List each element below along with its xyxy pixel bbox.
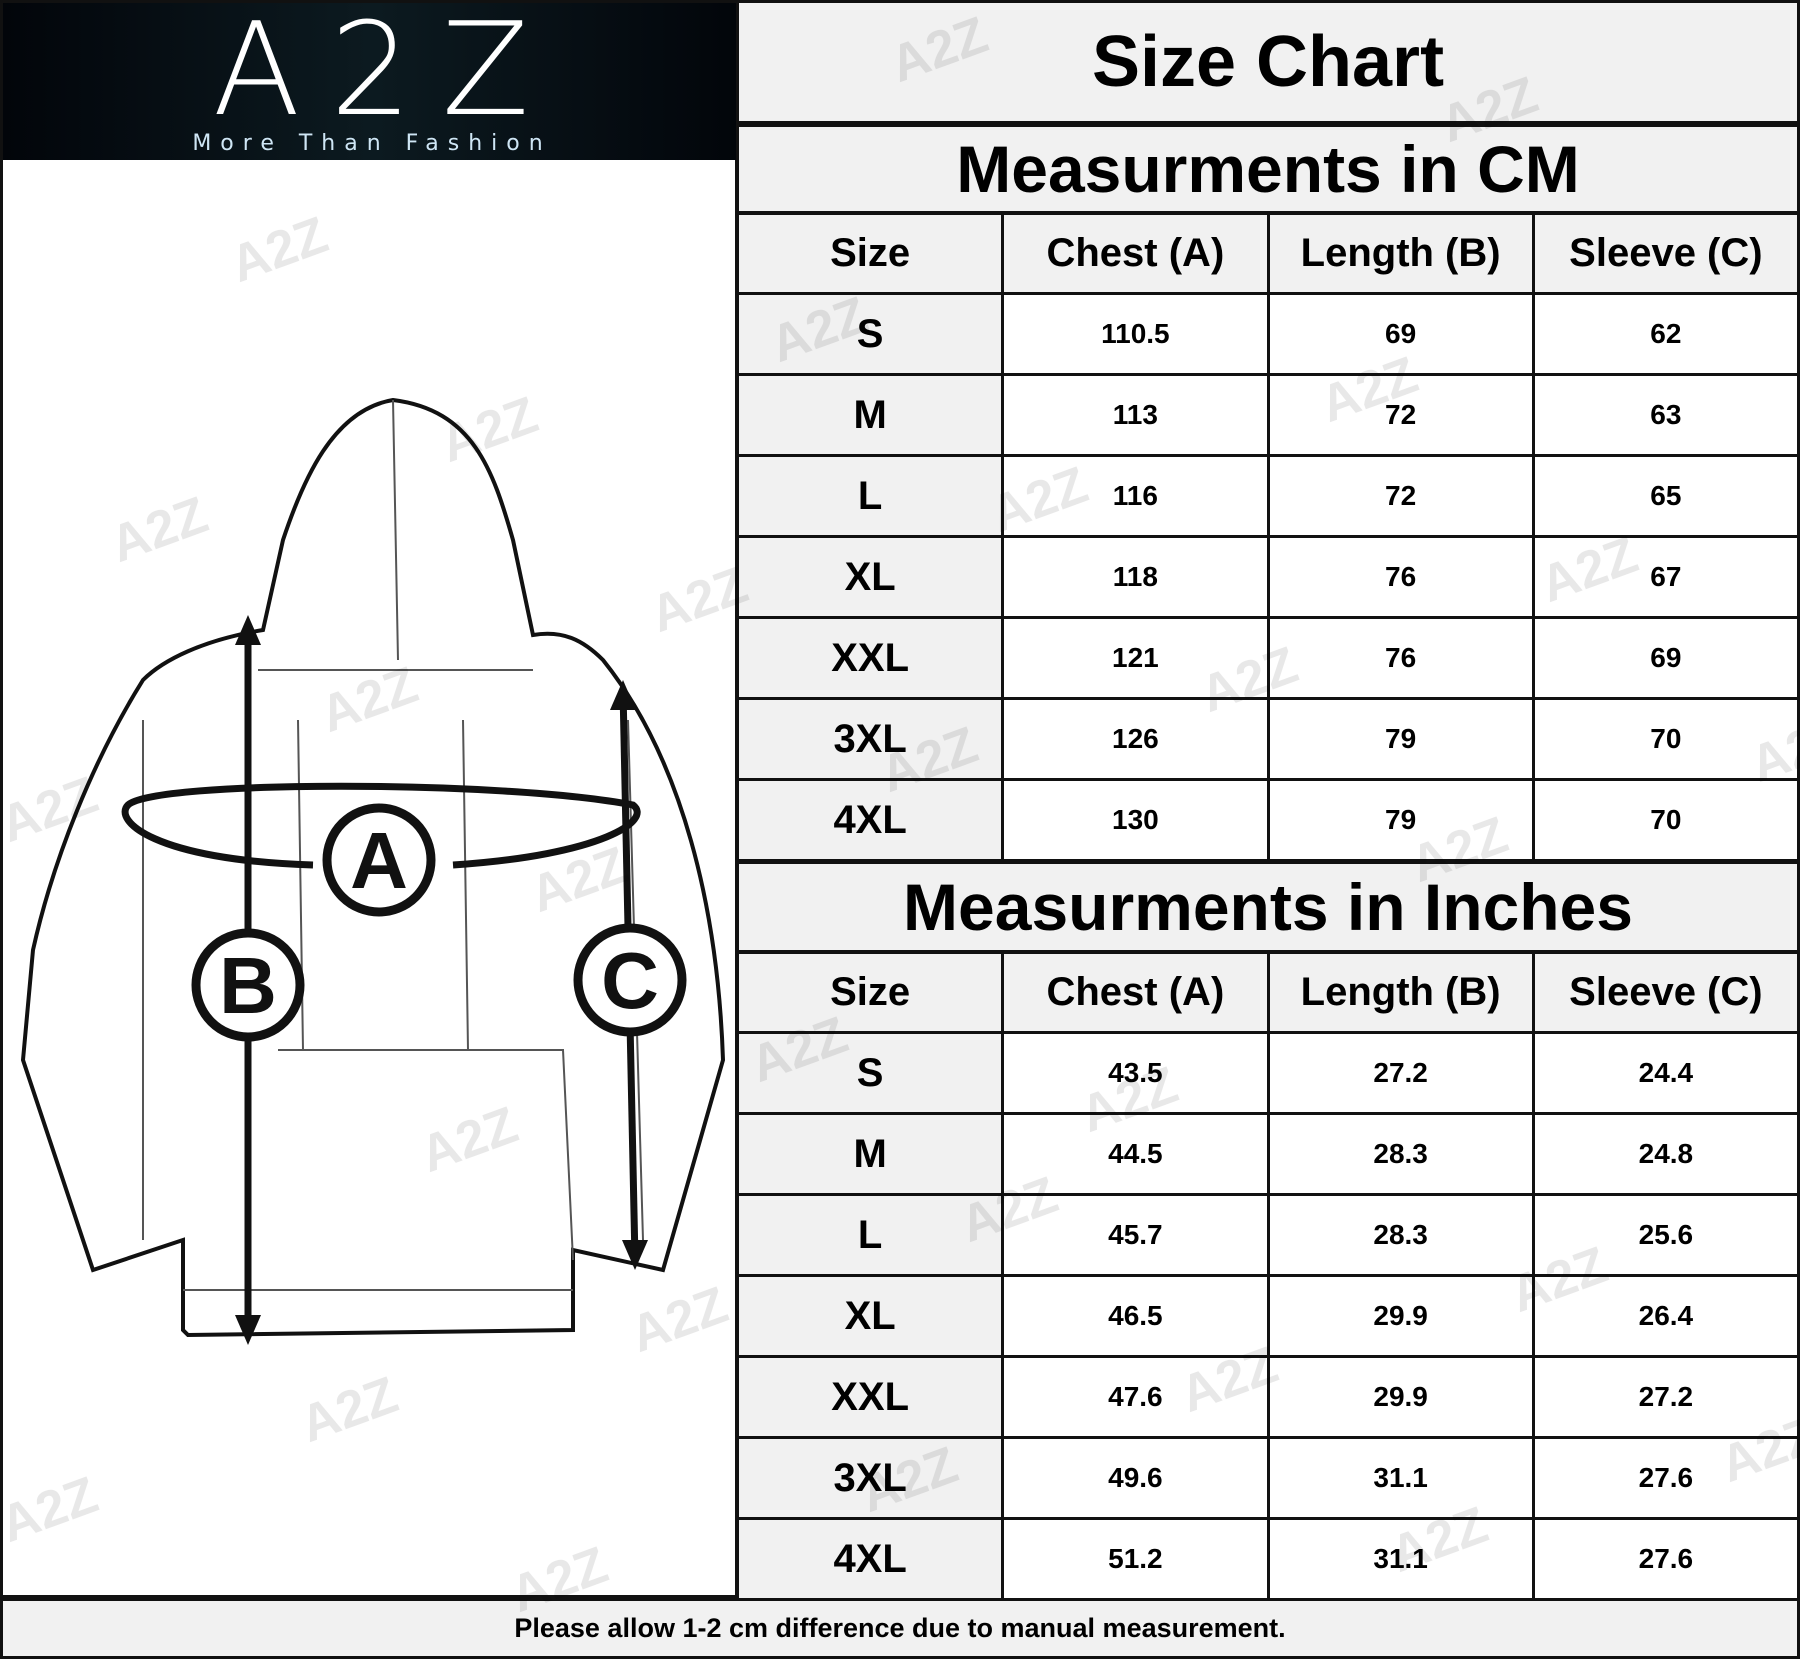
size-cell: XL bbox=[735, 1274, 1005, 1358]
size-cell: M bbox=[735, 1112, 1005, 1196]
size-cell: M bbox=[735, 373, 1005, 457]
value-cell: 70 bbox=[1531, 697, 1800, 781]
header-row: Size Chest (A) Length (B) Sleeve (C) bbox=[735, 951, 1800, 1034]
label-c: C bbox=[601, 936, 659, 1025]
label-a: A bbox=[350, 816, 408, 905]
value-cell: 46.5 bbox=[1001, 1274, 1270, 1358]
value-cell: 29.9 bbox=[1266, 1274, 1535, 1358]
value-cell: 65 bbox=[1531, 454, 1800, 538]
cm-heading: Measurments in CM bbox=[736, 124, 1800, 214]
table-row: S 110.5 69 62 bbox=[735, 292, 1800, 376]
column-header: Size bbox=[735, 212, 1005, 295]
value-cell: 79 bbox=[1266, 697, 1535, 781]
inches-heading: Measurments in Inches bbox=[736, 861, 1800, 953]
table-row: M 113 72 63 bbox=[735, 373, 1800, 457]
value-cell: 28.3 bbox=[1266, 1193, 1535, 1277]
value-cell: 62 bbox=[1531, 292, 1800, 376]
value-cell: 27.6 bbox=[1531, 1517, 1800, 1601]
value-cell: 29.9 bbox=[1266, 1355, 1535, 1439]
size-cell: XXL bbox=[735, 616, 1005, 700]
size-cell: 3XL bbox=[735, 1436, 1005, 1520]
value-cell: 25.6 bbox=[1531, 1193, 1800, 1277]
value-cell: 47.6 bbox=[1001, 1355, 1270, 1439]
table-row: 3XL 126 79 70 bbox=[735, 697, 1800, 781]
size-chart: Size Chart Measurments in CM Size Chest (… bbox=[735, 0, 1800, 1601]
value-cell: 72 bbox=[1266, 373, 1535, 457]
value-cell: 27.2 bbox=[1531, 1355, 1800, 1439]
value-cell: 72 bbox=[1266, 454, 1535, 538]
value-cell: 31.1 bbox=[1266, 1517, 1535, 1601]
size-cell: S bbox=[735, 1031, 1005, 1115]
value-cell: 43.5 bbox=[1001, 1031, 1270, 1115]
value-cell: 24.4 bbox=[1531, 1031, 1800, 1115]
brand-logo: A2Z More Than Fashion bbox=[3, 3, 741, 160]
column-header: Length (B) bbox=[1266, 212, 1535, 295]
value-cell: 44.5 bbox=[1001, 1112, 1270, 1196]
value-cell: 67 bbox=[1531, 535, 1800, 619]
size-cell: 3XL bbox=[735, 697, 1005, 781]
value-cell: 70 bbox=[1531, 778, 1800, 862]
column-header: Chest (A) bbox=[1001, 212, 1270, 295]
value-cell: 45.7 bbox=[1001, 1193, 1270, 1277]
value-cell: 51.2 bbox=[1001, 1517, 1270, 1601]
value-cell: 26.4 bbox=[1531, 1274, 1800, 1358]
value-cell: 69 bbox=[1531, 616, 1800, 700]
size-cell: 4XL bbox=[735, 778, 1005, 862]
value-cell: 31.1 bbox=[1266, 1436, 1535, 1520]
value-cell: 79 bbox=[1266, 778, 1535, 862]
column-header: Chest (A) bbox=[1001, 951, 1270, 1034]
value-cell: 126 bbox=[1001, 697, 1270, 781]
logo-tagline: More Than Fashion bbox=[192, 131, 552, 156]
table-row: 4XL 51.2 31.1 27.6 bbox=[735, 1517, 1800, 1601]
value-cell: 130 bbox=[1001, 778, 1270, 862]
hoodie-outline bbox=[20, 397, 726, 1338]
value-cell: 116 bbox=[1001, 454, 1270, 538]
table-row: 3XL 49.6 31.1 27.6 bbox=[735, 1436, 1800, 1520]
column-header: Sleeve (C) bbox=[1531, 951, 1800, 1034]
value-cell: 76 bbox=[1266, 535, 1535, 619]
size-cell: L bbox=[735, 1193, 1005, 1277]
value-cell: 118 bbox=[1001, 535, 1270, 619]
value-cell: 27.2 bbox=[1266, 1031, 1535, 1115]
table-row: XL 118 76 67 bbox=[735, 535, 1800, 619]
size-cell: XXL bbox=[735, 1355, 1005, 1439]
table-row: XXL 47.6 29.9 27.2 bbox=[735, 1355, 1800, 1439]
value-cell: 121 bbox=[1001, 616, 1270, 700]
table-row: XXL 121 76 69 bbox=[735, 616, 1800, 700]
table-row: XL 46.5 29.9 26.4 bbox=[735, 1274, 1800, 1358]
column-header: Length (B) bbox=[1266, 951, 1535, 1034]
footer-note: Please allow 1-2 cm difference due to ma… bbox=[0, 1598, 1800, 1659]
hoodie-diagram: A B C bbox=[20, 397, 726, 1345]
diagram-panel: A2Z More Than Fashion A B C bbox=[0, 0, 741, 1598]
inches-table: Size Chest (A) Length (B) Sleeve (C) S 43.5 27… bbox=[735, 951, 1800, 1601]
value-cell: 63 bbox=[1531, 373, 1800, 457]
table-row: S 43.5 27.2 24.4 bbox=[735, 1031, 1800, 1115]
value-cell: 24.8 bbox=[1531, 1112, 1800, 1196]
size-cell: S bbox=[735, 292, 1005, 376]
size-cell: XL bbox=[735, 535, 1005, 619]
size-cell: 4XL bbox=[735, 1517, 1005, 1601]
value-cell: 49.6 bbox=[1001, 1436, 1270, 1520]
column-header: Sleeve (C) bbox=[1531, 212, 1800, 295]
table-row: L 45.7 28.3 25.6 bbox=[735, 1193, 1800, 1277]
header-row: Size Chest (A) Length (B) Sleeve (C) bbox=[735, 212, 1800, 295]
value-cell: 76 bbox=[1266, 616, 1535, 700]
logo-text: A2Z bbox=[212, 0, 560, 145]
size-cell: L bbox=[735, 454, 1005, 538]
column-header: Size bbox=[735, 951, 1005, 1034]
value-cell: 28.3 bbox=[1266, 1112, 1535, 1196]
value-cell: 27.6 bbox=[1531, 1436, 1800, 1520]
table-row: 4XL 130 79 70 bbox=[735, 778, 1800, 862]
value-cell: 110.5 bbox=[1001, 292, 1270, 376]
table-row: M 44.5 28.3 24.8 bbox=[735, 1112, 1800, 1196]
table-row: L 116 72 65 bbox=[735, 454, 1800, 538]
label-b: B bbox=[219, 941, 277, 1030]
value-cell: 69 bbox=[1266, 292, 1535, 376]
cm-table: Size Chest (A) Length (B) Sleeve (C) S 110.5 6… bbox=[735, 212, 1800, 862]
chart-title: Size Chart bbox=[736, 0, 1800, 124]
chest-arrow-a bbox=[121, 782, 641, 869]
value-cell: 113 bbox=[1001, 373, 1270, 457]
